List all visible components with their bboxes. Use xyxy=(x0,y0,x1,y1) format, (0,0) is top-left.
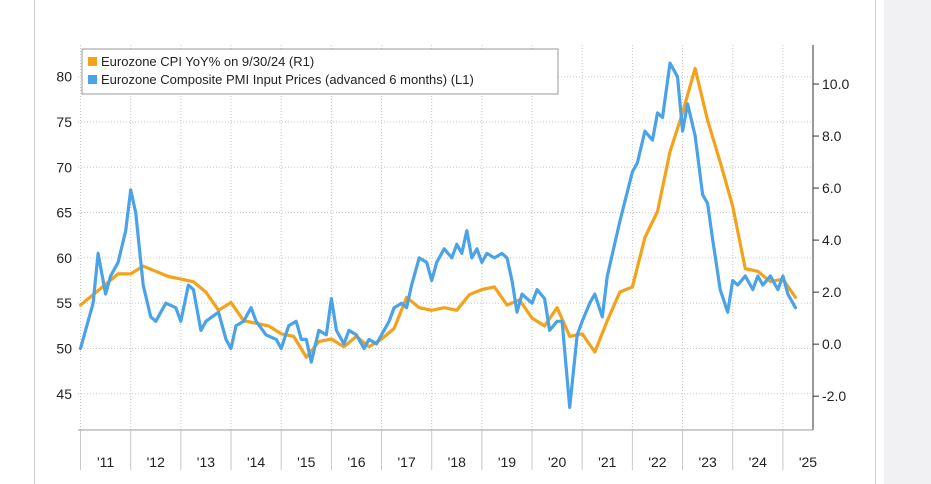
x-tick-label-11: '22 xyxy=(648,454,666,470)
left-tick-label-0: 45 xyxy=(56,386,72,402)
x-tick-label-2: '13 xyxy=(197,454,215,470)
right-tick-label-2: 2.0 xyxy=(822,284,842,300)
legend-swatch-pmi xyxy=(88,75,97,84)
series-layer xyxy=(78,61,798,409)
x-tick-label-10: '21 xyxy=(598,454,616,470)
series-line-pmi xyxy=(78,61,798,409)
x-tick-label-13: '24 xyxy=(749,454,767,470)
x-tick-label-7: '18 xyxy=(448,454,466,470)
legend-label-pmi: Eurozone Composite PMI Input Prices (adv… xyxy=(101,72,474,87)
grid-layer xyxy=(78,45,813,430)
axes-layer: 45 50 55 60 65 70 75 80 -2.0 0.0 2.0 4.0 6.0 8.0 10.0 '… xyxy=(56,45,849,470)
legend-swatch-cpi xyxy=(88,57,97,66)
legend-box xyxy=(81,48,559,95)
x-tick-label-8: '19 xyxy=(498,454,516,470)
left-tick-label-2: 55 xyxy=(56,295,72,311)
series-line-cpi xyxy=(78,66,798,359)
x-tick-label-0: '11 xyxy=(97,454,114,470)
x-tick-label-9: '20 xyxy=(548,454,566,470)
left-tick-label-5: 70 xyxy=(56,159,72,175)
right-tick-label-4: 6.0 xyxy=(822,180,842,196)
right-tick-label-3: 4.0 xyxy=(822,232,842,248)
x-tick-label-4: '15 xyxy=(297,454,315,470)
panel-right-border xyxy=(875,0,876,484)
right-tick-label-1: 0.0 xyxy=(822,336,842,352)
x-tick-label-1: '12 xyxy=(147,454,165,470)
x-tick-label-6: '17 xyxy=(397,454,415,470)
left-tick-label-4: 65 xyxy=(56,205,72,221)
left-tick-label-3: 60 xyxy=(56,250,72,266)
window-gutter xyxy=(884,0,931,484)
x-tick-label-5: '16 xyxy=(347,454,365,470)
right-tick-label-6: 10.0 xyxy=(822,76,849,92)
left-tick-label-7: 80 xyxy=(56,69,72,85)
legend: Eurozone CPI YoY% on 9/30/24 (R1) Eurozo… xyxy=(81,48,559,95)
right-tick-label-0: -2.0 xyxy=(822,388,846,404)
left-tick-label-1: 50 xyxy=(56,340,72,356)
x-tick-label-14: '25 xyxy=(799,454,817,470)
legend-label-cpi: Eurozone CPI YoY% on 9/30/24 (R1) xyxy=(101,54,314,69)
left-tick-label-6: 75 xyxy=(56,114,72,130)
x-tick-label-12: '23 xyxy=(699,454,717,470)
panel-left-border xyxy=(34,0,35,484)
x-tick-label-3: '14 xyxy=(247,454,265,470)
right-tick-label-5: 8.0 xyxy=(822,128,842,144)
